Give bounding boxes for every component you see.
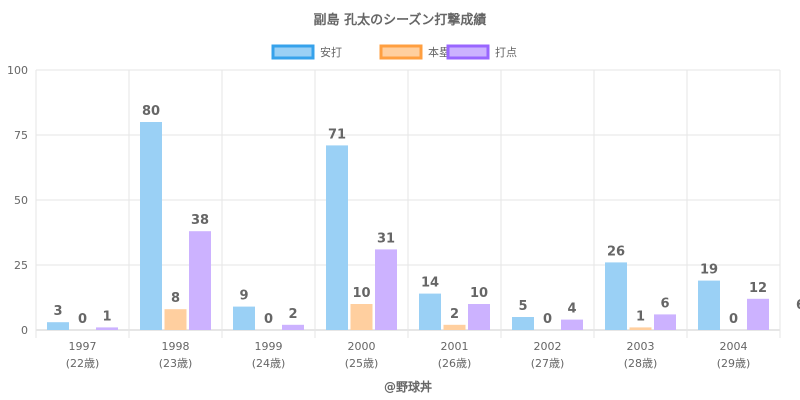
- y-tick-label: 25: [14, 259, 28, 272]
- x-tick-label: 1998: [162, 340, 190, 353]
- bar-2003-1: [629, 327, 652, 330]
- data-label: 2: [450, 307, 459, 322]
- y-tick-label: 50: [14, 194, 28, 207]
- x-tick-sublabel: (28歳): [624, 357, 658, 370]
- data-label: 1: [636, 309, 645, 324]
- x-tick-label: 1997: [69, 340, 97, 353]
- data-label: 71: [328, 127, 346, 142]
- data-label: 4: [567, 302, 576, 317]
- x-tick-sublabel: (23歳): [159, 357, 193, 370]
- data-label: 31: [377, 231, 395, 246]
- data-label: 0: [543, 312, 552, 327]
- y-tick-label: 100: [7, 64, 28, 77]
- bar-1998-0: [140, 122, 162, 330]
- data-label: 3: [53, 304, 62, 319]
- x-tick-sublabel: (22歳): [66, 357, 100, 370]
- data-label: 6: [660, 296, 669, 311]
- x-tick-sublabel: (25歳): [345, 357, 379, 370]
- x-tick-label: 1999: [255, 340, 283, 353]
- data-label: 8: [171, 291, 180, 306]
- bar-1999-2: [282, 324, 304, 330]
- bar-2004-0: [698, 280, 720, 330]
- x-tick-sublabel: (24歳): [252, 357, 286, 370]
- data-label: 0: [264, 312, 273, 327]
- data-label: 2: [288, 307, 297, 322]
- bar-1999-0: [233, 306, 255, 330]
- bar-2002-2: [561, 319, 583, 330]
- bar-2000-1: [350, 304, 373, 330]
- x-axis-labels: 1997 (22歳) 1998 (23歳) 1999 (24歳) 2000 (25歳) 2001…: [66, 340, 751, 370]
- bar-2001-1: [443, 324, 466, 330]
- data-label: 80: [142, 104, 160, 119]
- data-label: 0: [729, 312, 738, 327]
- x-tick-label: 2001: [441, 340, 469, 353]
- legend-label[interactable]: 打点: [495, 45, 517, 59]
- data-label: 12: [749, 281, 767, 296]
- data-label: 10: [352, 286, 370, 301]
- bar-2004-2: [747, 298, 769, 330]
- bar-1997-0: [47, 322, 69, 330]
- legend-swatch: [271, 44, 315, 60]
- bar-1998-1: [164, 309, 187, 330]
- legend-label[interactable]: 安打: [320, 45, 342, 59]
- data-label: 10: [470, 286, 488, 301]
- data-label: 26: [607, 244, 625, 259]
- bar-2001-0: [419, 293, 441, 330]
- bar-2002-0: [512, 317, 534, 330]
- y-tick-label: 0: [21, 324, 28, 337]
- bar-1997-2: [96, 327, 118, 330]
- bar-2000-0: [326, 145, 348, 330]
- bar-2000-2: [375, 249, 397, 330]
- x-tick-label: 2002: [534, 340, 562, 353]
- clipped-data-label: 6: [796, 298, 800, 313]
- data-label: 5: [518, 299, 527, 314]
- data-label: 38: [191, 213, 209, 228]
- bar-2001-2: [468, 304, 490, 330]
- x-tick-label: 2000: [348, 340, 376, 353]
- data-label: 9: [239, 289, 248, 304]
- bar-1998-2: [189, 231, 211, 330]
- x-tick-sublabel: (29歳): [717, 357, 751, 370]
- bar-2003-2: [654, 314, 676, 330]
- x-tick-label: 2003: [627, 340, 655, 353]
- data-label: 0: [78, 312, 87, 327]
- data-label: 14: [421, 276, 439, 291]
- legend-swatch: [446, 44, 490, 60]
- credit-label: @野球丼: [384, 379, 432, 394]
- y-tick-label: 75: [14, 129, 28, 142]
- x-tick-sublabel: (27歳): [531, 357, 565, 370]
- chart-title: 副島 孔太のシーズン打撃成績: [314, 12, 487, 28]
- data-label: 1: [102, 309, 111, 324]
- bar-2003-0: [605, 262, 627, 330]
- x-tick-sublabel: (26歳): [438, 357, 472, 370]
- data-label: 19: [700, 263, 718, 278]
- legend: 安打 本塁打 打点: [271, 44, 517, 60]
- x-tick-label: 2004: [720, 340, 748, 353]
- legend-swatch: [379, 44, 423, 60]
